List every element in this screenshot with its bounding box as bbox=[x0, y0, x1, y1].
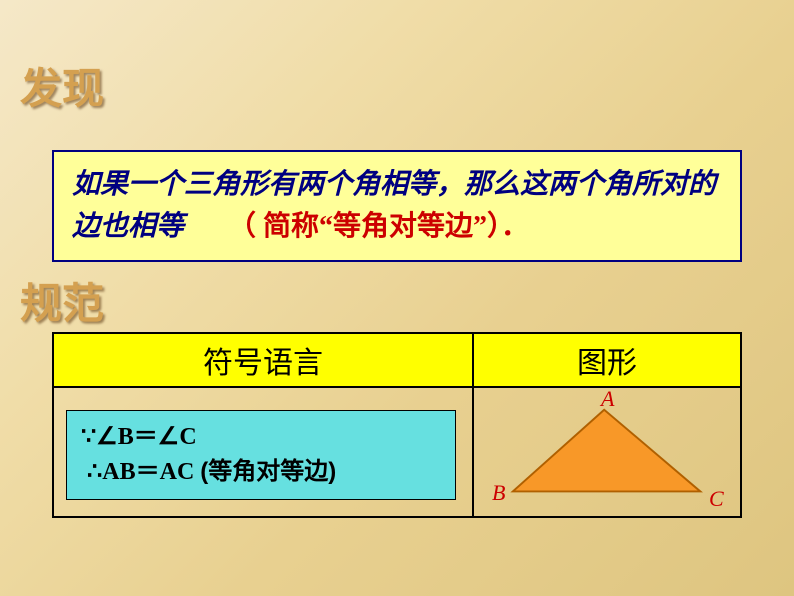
proof-line-1: ∵∠B＝∠C bbox=[81, 421, 441, 455]
note-prefix: （ 简称 bbox=[228, 211, 319, 242]
proof-reason: (等角对等边) bbox=[200, 458, 336, 485]
theorem-box: 如果一个三角形有两个角相等，那么这两个角所对的边也相等 （ 简称“等角对等边”）… bbox=[52, 150, 742, 262]
vertex-a-label: A bbox=[601, 386, 614, 412]
heading-standard: 规范 bbox=[20, 270, 104, 331]
definition-table: 符号语言 图形 ∵∠B＝∠C ∴AB＝AC (等角对等边) A B C bbox=[52, 332, 742, 518]
proof-box: ∵∠B＝∠C ∴AB＝AC (等角对等边) bbox=[66, 410, 456, 500]
header-symbolic: 符号语言 bbox=[54, 334, 474, 386]
therefore-symbol: ∴ bbox=[87, 459, 102, 485]
theorem-note: （ 简称“等角对等边”）． bbox=[228, 211, 529, 242]
cell-symbolic: ∵∠B＝∠C ∴AB＝AC (等角对等边) bbox=[54, 386, 474, 516]
heading-discover: 发现 bbox=[20, 55, 104, 116]
table-body-row: ∵∠B＝∠C ∴AB＝AC (等角对等边) A B C bbox=[54, 386, 740, 516]
proof-condition: ∠B＝∠C bbox=[96, 424, 196, 450]
cell-figure: A B C bbox=[474, 386, 740, 516]
vertex-c-label: C bbox=[709, 486, 724, 512]
vertex-b-label: B bbox=[492, 480, 505, 506]
proof-conclusion: AB＝AC bbox=[102, 459, 200, 485]
header-figure: 图形 bbox=[474, 334, 740, 386]
note-suffix: ）． bbox=[487, 211, 529, 242]
table-header-row: 符号语言 图形 bbox=[54, 334, 740, 386]
triangle-shape bbox=[513, 410, 701, 492]
proof-line-2: ∴AB＝AC (等角对等边) bbox=[81, 455, 441, 490]
note-quote: “等角对等边” bbox=[319, 211, 487, 242]
because-symbol: ∵ bbox=[81, 424, 96, 450]
